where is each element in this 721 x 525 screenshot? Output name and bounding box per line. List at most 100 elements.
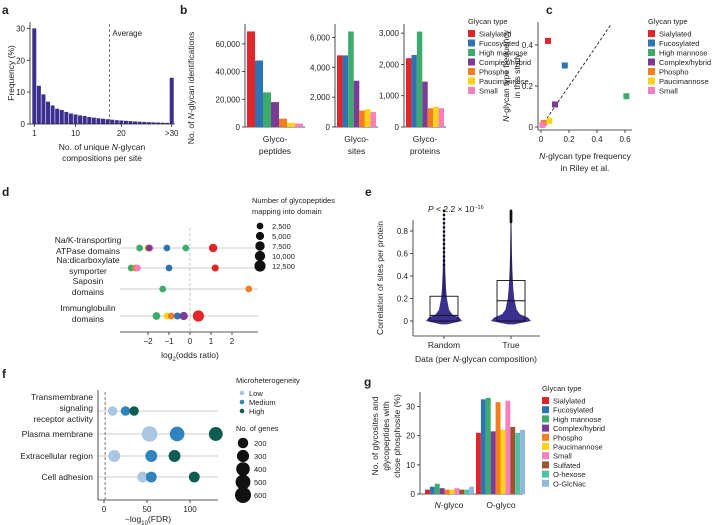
panel-e-outlier: [442, 238, 446, 242]
panel-g-bar: [434, 483, 440, 494]
panel-d-size-legend-label: 7,500: [272, 242, 291, 251]
panel-e-group-label: True: [502, 340, 519, 350]
panel-e-outlier: [442, 221, 446, 225]
panel-g-legend-label: Paucimannose: [553, 443, 603, 452]
panel-d-point: [211, 264, 219, 272]
panel-f-hetero-legend-label: High: [249, 407, 264, 416]
panel-g-bar: [500, 429, 506, 494]
panel-f-point: [145, 450, 158, 462]
panel-a-bar: [128, 121, 133, 124]
panel-g-legend-swatch: [542, 397, 549, 404]
panel-g-label: g: [364, 375, 371, 389]
panel-g-ytick-label: 0: [411, 490, 416, 499]
panel-b-ytick-label: 0: [236, 123, 241, 132]
panel-a-bar: [46, 101, 51, 124]
panel-b-subplot: 0 2,000 4,000 6,000 Glyco-sites: [310, 24, 378, 156]
panel-e-outlier: [442, 255, 446, 258]
panel-g-legend-title: Glycan type: [542, 384, 582, 393]
panel-f-hetero-legend-dot: [239, 408, 245, 414]
panel-c-ytick-label: 0.4: [522, 41, 534, 50]
panel-a-xtick-label: 20: [117, 129, 126, 138]
panel-b-xlabel-2: sites: [348, 146, 365, 156]
panel-g-ytick-label: 30: [406, 403, 415, 412]
panel-f-point: [188, 471, 200, 483]
panel-g-group-n: N-glyco: [435, 500, 464, 510]
panel-c-point: [561, 62, 568, 69]
panel-f-xtick-label: 0: [102, 505, 107, 514]
panel-c-point: [539, 121, 546, 128]
panel-g-bar: [480, 399, 486, 494]
panel-c-legend-label: Fucosylated: [659, 39, 699, 48]
panel-b-subplots: 0 20,000 40,000 60,000 Glyco-peptides 0 2,000 4…: [216, 24, 446, 156]
panel-d-point: [159, 285, 167, 293]
panel-f-xtick-label: 50: [143, 505, 152, 514]
panel-a-bar: [133, 121, 138, 124]
panel-b-ytick-label: 1,000: [379, 92, 400, 101]
panel-f-hetero-legend-dot: [239, 390, 245, 396]
panel-a-xtick-label: 10: [71, 129, 80, 138]
panel-a-bar: [137, 121, 142, 124]
panel-g-legend-swatch: [542, 415, 549, 423]
panel-d-category-label-2: domains: [72, 314, 104, 324]
panel-b-ytick-label: 4,000: [310, 63, 331, 72]
panel-c-ticks: 0 0.2 0.4 0.6 0 0.2 0.4: [522, 41, 631, 144]
panel-b-bar: [263, 92, 271, 127]
panel-g-bars: [425, 397, 525, 494]
panel-d-size-legend-label: 2,500: [272, 222, 291, 231]
panel-f-genes-legend-dot: [237, 437, 249, 449]
panel-e-label: e: [365, 185, 372, 199]
panel-f-genes-legend-label: 300: [254, 452, 267, 461]
panel-b-legend-swatch: [468, 58, 475, 66]
panel-a-bar: [165, 122, 170, 124]
panel-g-legend-label: Complex/hybrid: [553, 424, 605, 433]
panel-d-point: [245, 285, 253, 293]
panel-f-point: [108, 450, 121, 462]
panel-b-bar: [353, 80, 360, 127]
panel-b-xlabel-2: proteins: [410, 146, 440, 156]
panel-g-bar: [459, 489, 465, 494]
panel-f-point: [129, 406, 139, 416]
panel-e-group-label: Random: [428, 340, 460, 350]
panel-g-legend-label: Fucosylated: [553, 406, 593, 415]
panel-c-legend-title: Glycan type: [648, 17, 688, 26]
panel-g-bar: [429, 486, 435, 494]
panel-e-box: [429, 295, 459, 322]
panel-e-outlier: [509, 209, 513, 213]
panel-b-bar: [255, 60, 263, 127]
panel-e-outlier: [442, 246, 446, 250]
panel-g-ylabel-2: glycopeptides with: [381, 401, 391, 471]
panel-e-ytick-label: 0.2: [397, 295, 409, 304]
panel-f-genes-legend-label: 200: [254, 439, 267, 448]
panel-b-legend-label: Fucosylated: [479, 39, 519, 48]
panel-f-genes-legend-label: 600: [254, 491, 267, 500]
panel-a-bar: [160, 122, 165, 124]
panel-d-xtick-label: −1: [164, 337, 174, 346]
panel-d-category-label: Na/K-transporting: [55, 235, 122, 245]
panel-c-legend-swatch: [648, 58, 655, 66]
panel-b-label: b: [180, 3, 187, 17]
panel-g-bar: [476, 432, 481, 494]
panel-f-genes-legend-title: No. of genes: [236, 424, 279, 433]
panel-b-bar: [422, 81, 428, 127]
panel-g-bar: [510, 426, 516, 494]
panel-g-legend-swatch: [542, 424, 549, 432]
panel-e-outlier: [442, 209, 446, 213]
panel-d-point: [167, 312, 175, 320]
panel-g-legend-swatch: [542, 433, 549, 441]
panel-f-genes-legend-dot: [235, 487, 251, 503]
panel-d-category-label-2: symporter: [69, 266, 107, 276]
panel-c-identity-line: [540, 24, 612, 128]
panel-g-legend-label: Phospho: [553, 433, 583, 442]
panel-b-legend-label: Small: [479, 87, 498, 96]
panel-d-category-label: Na:dicarboxylate: [56, 255, 120, 265]
panel-c: c 0 0.2 0.4 0.6 0 0.2 0.4 N-glycan type freque…: [501, 3, 711, 173]
panel-f-category-label: Cell adhesion: [41, 472, 93, 482]
panel-f-hetero-legend-label: Low: [249, 389, 263, 398]
panel-b-bar: [295, 123, 303, 127]
panel-d-point: [192, 310, 204, 322]
panel-a-bar: [155, 122, 160, 124]
panel-a-xtick-label: 1: [32, 129, 37, 138]
panel-g-bar: [485, 397, 491, 494]
panel-b-subplot: 0 20,000 40,000 60,000 Glyco-peptides: [216, 24, 305, 156]
